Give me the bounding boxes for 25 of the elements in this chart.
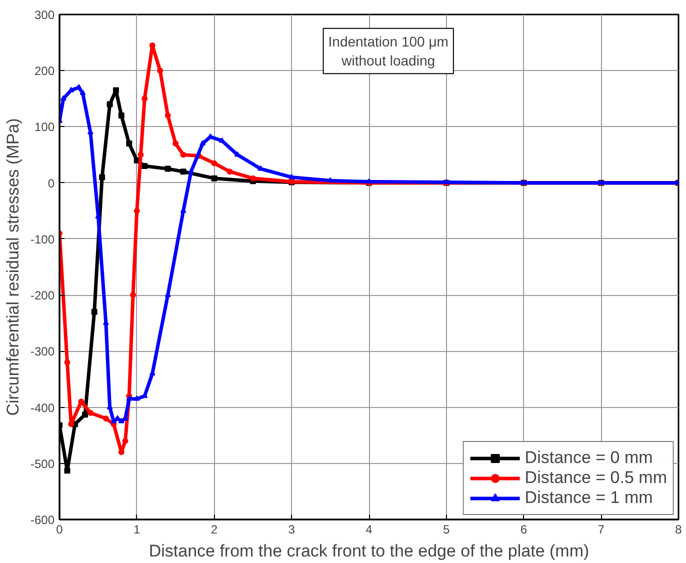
y-axis-title: Circumferential residual stresses (MPa) [3, 118, 22, 416]
x-tick-label: 7 [598, 522, 605, 536]
x-tick-label: 8 [675, 522, 682, 536]
y-tick-label: 300 [34, 8, 55, 22]
x-tick-label: 2 [210, 522, 218, 536]
y-tick-label: 100 [34, 120, 55, 134]
y-tick-label: 200 [34, 64, 55, 78]
x-tick-label: 3 [288, 522, 296, 536]
x-tick-label: 5 [443, 522, 450, 536]
y-tick-label: 0 [48, 176, 55, 190]
x-tick-label: 0 [56, 522, 64, 536]
annotation: Indentation 100 μm without loading [328, 33, 448, 69]
x-tick-label: 4 [366, 522, 373, 536]
legend-label: Distance = 1 mm [524, 488, 653, 508]
legend-label: Distance = 0.5 mm [524, 468, 667, 488]
x-axis-title: Distance from the crack front to the edge of the plate (mm) [148, 542, 590, 560]
legend-label: Distance = 0 mm [524, 448, 653, 468]
y-tick-label: -600 [30, 513, 55, 527]
y-tick-label: -300 [30, 344, 55, 359]
x-tick-label: 1 [134, 522, 141, 536]
x-tick-label: 6 [520, 522, 528, 536]
y-tick-label: -500 [30, 456, 55, 471]
y-tick-label: -200 [30, 288, 55, 303]
y-tick-label: -100 [30, 232, 55, 246]
y-tick-label: -400 [30, 400, 55, 415]
